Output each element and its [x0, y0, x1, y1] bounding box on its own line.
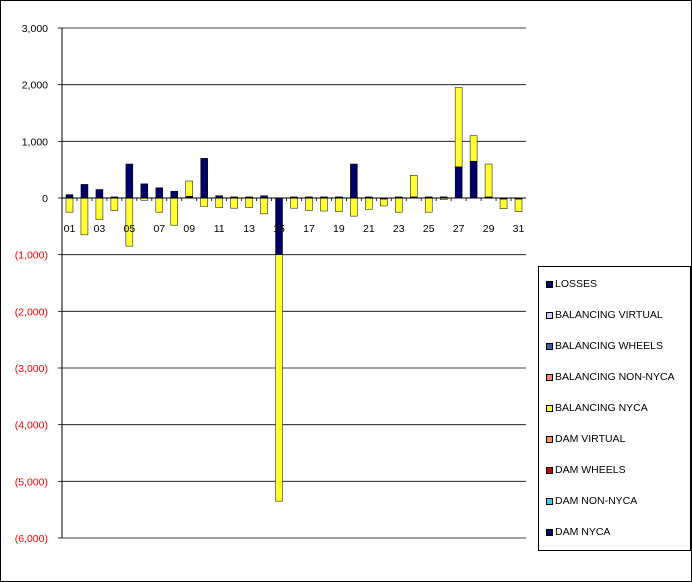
bar-balancing-nyca-11: [215, 197, 223, 208]
legend-label: BALANCING VIRTUAL: [555, 309, 663, 321]
bar-balancing-nyca-18: [320, 197, 328, 212]
bar-balancing-nyca-25: [424, 197, 433, 213]
bar-balancing-nyca-21: [365, 197, 373, 210]
y-tick-label: 2,000: [22, 80, 48, 92]
bar-losses-20: [350, 163, 358, 199]
bar-balancing-nyca-24: [409, 175, 418, 198]
bar-balancing-nyca-22: [380, 198, 388, 207]
bar-balancing-nyca-01: [65, 197, 74, 213]
legend-swatch: [546, 528, 553, 536]
bar-balancing-nyca-02: [80, 197, 89, 236]
legend-label: DAM VIRTUAL: [555, 433, 626, 445]
bar-balancing-nyca-30: [499, 198, 508, 210]
legend-label: BALANCING NYCA: [555, 402, 648, 414]
legend-label: BALANCING WHEELS: [555, 340, 663, 352]
bar-balancing-nyca-09: [185, 180, 193, 197]
bar-losses-27: [454, 166, 463, 199]
x-tick-label: 01: [64, 223, 76, 235]
bar-losses-28: [469, 160, 478, 199]
y-tick-label: 3,000: [22, 23, 48, 35]
x-tick-label: 27: [453, 223, 465, 235]
legend-swatch: [546, 404, 553, 412]
bar-balancing-nyca-17: [305, 197, 313, 211]
x-tick-label: 05: [124, 223, 136, 235]
bar-balancing-nyca-04: [110, 197, 119, 211]
bar-balancing-nyca-14: [260, 197, 268, 215]
legend-item: DAM VIRTUAL: [546, 432, 625, 446]
bar-balancing-nyca-28: [469, 135, 478, 162]
bar-balancing-nyca-23: [395, 197, 403, 213]
legend-swatch: [546, 373, 553, 381]
legend-item: BALANCING VIRTUAL: [546, 308, 663, 322]
x-tick-label: 13: [243, 223, 255, 235]
y-tick-label: 1,000: [22, 136, 48, 148]
bar-balancing-nyca-10: [200, 197, 208, 207]
legend-swatch: [546, 280, 553, 288]
bar-balancing-nyca-31: [514, 198, 523, 212]
x-tick-label: 15: [273, 223, 285, 235]
legend-item: DAM WHEELS: [546, 463, 626, 477]
legend-item: DAM NON-NYCA: [546, 494, 637, 508]
bar-balancing-nyca-12: [230, 197, 238, 209]
x-tick-label: 07: [153, 223, 165, 235]
y-tick-label: (2,000): [15, 306, 48, 318]
x-tick-label: 09: [183, 223, 195, 235]
legend-label: BALANCING NON-NYCA: [555, 371, 675, 383]
y-tick-label: (1,000): [15, 250, 48, 262]
bar-balancing-nyca-16: [290, 197, 298, 209]
bar-losses-06: [140, 183, 149, 199]
x-tick-label: 19: [333, 223, 345, 235]
legend-swatch: [546, 311, 553, 319]
legend-swatch: [546, 466, 553, 474]
y-tick-label: (6,000): [15, 533, 48, 545]
legend-swatch: [546, 342, 553, 350]
bar-balancing-nyca-27: [454, 87, 463, 168]
y-tick-label: 0: [42, 193, 48, 205]
legend-label: DAM NON-NYCA: [555, 495, 638, 507]
legend-item: BALANCING NON-NYCA: [546, 370, 675, 384]
bar-balancing-nyca-19: [335, 197, 343, 212]
legend-swatch: [546, 435, 553, 443]
y-tick-label: (3,000): [15, 363, 48, 375]
bar-losses-01: [65, 194, 74, 199]
bar-balancing-nyca-08: [170, 197, 179, 226]
bar-losses-03: [95, 189, 104, 199]
x-tick-label: 23: [393, 223, 405, 235]
bar-balancing-nyca-20: [350, 197, 358, 217]
legend-label: LOSSES: [555, 278, 598, 290]
x-tick-label: 03: [94, 223, 106, 235]
bar-balancing-nyca-03: [95, 197, 104, 220]
bar-losses-05: [125, 163, 134, 199]
legend-item: LOSSES: [546, 277, 597, 291]
bar-balancing-nyca-15: [275, 254, 283, 502]
x-tick-label: 31: [513, 223, 525, 235]
legend-label: DAM WHEELS: [555, 464, 626, 476]
legend-swatch: [546, 497, 553, 505]
bar-losses-10: [200, 158, 208, 199]
bar-balancing-nyca-07: [155, 197, 164, 213]
y-tick-label: (4,000): [15, 420, 48, 432]
bar-losses-02: [80, 184, 89, 199]
bar-losses-07: [155, 187, 164, 199]
bar-balancing-nyca-13: [245, 197, 253, 208]
y-tick-label: (5,000): [15, 476, 48, 488]
bar-losses-08: [170, 190, 179, 199]
x-tick-label: 17: [303, 223, 315, 235]
legend-item: BALANCING NYCA: [546, 401, 648, 415]
bar-balancing-nyca-29: [484, 163, 493, 198]
x-tick-label: 25: [423, 223, 435, 235]
x-tick-label: 11: [214, 223, 225, 235]
legend-item: BALANCING WHEELS: [546, 339, 663, 353]
legend-item: DAM NYCA: [546, 525, 610, 539]
x-tick-label: 21: [363, 223, 375, 235]
legend: LOSSES BALANCING VIRTUAL BALANCING WHEELS B…: [538, 266, 691, 551]
legend-label: DAM NYCA: [555, 526, 611, 538]
x-tick-label: 29: [483, 223, 495, 235]
